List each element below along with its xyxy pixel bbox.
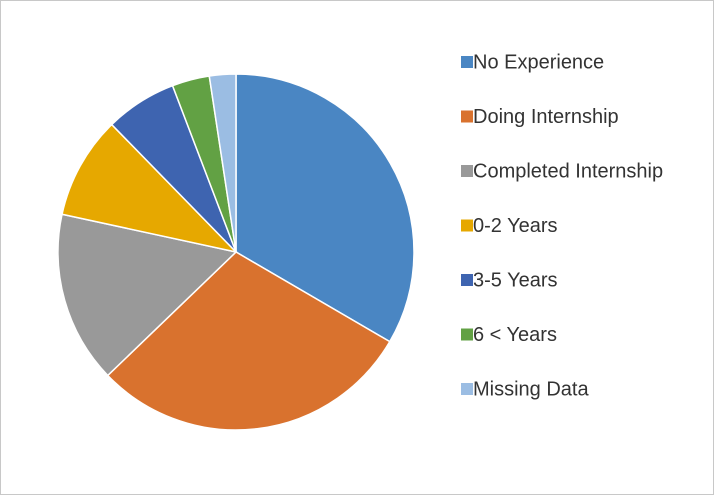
legend-swatch: [461, 383, 473, 395]
legend-label: Missing Data: [473, 378, 589, 400]
legend-label: No Experience: [473, 51, 604, 73]
legend-swatch: [461, 110, 473, 123]
legend-label: 6 < Years: [473, 324, 557, 346]
pie-slice: [57, 213, 238, 377]
legend-swatch: [461, 165, 473, 177]
legend-swatch: [461, 56, 473, 68]
legend-label: 3-5 Years: [473, 269, 558, 291]
pie-slice: [61, 123, 239, 254]
legend-label: 0-2 Years: [473, 215, 558, 237]
legend-swatch: [461, 328, 473, 341]
pie-slice: [235, 73, 415, 343]
legend-label: Doing Internship: [473, 106, 619, 128]
legend-swatch: [461, 219, 473, 232]
pie-slice: [208, 73, 237, 253]
legend-label: Completed Internship: [473, 160, 663, 182]
pie-slice: [106, 251, 391, 431]
legend-swatch: [461, 274, 473, 286]
